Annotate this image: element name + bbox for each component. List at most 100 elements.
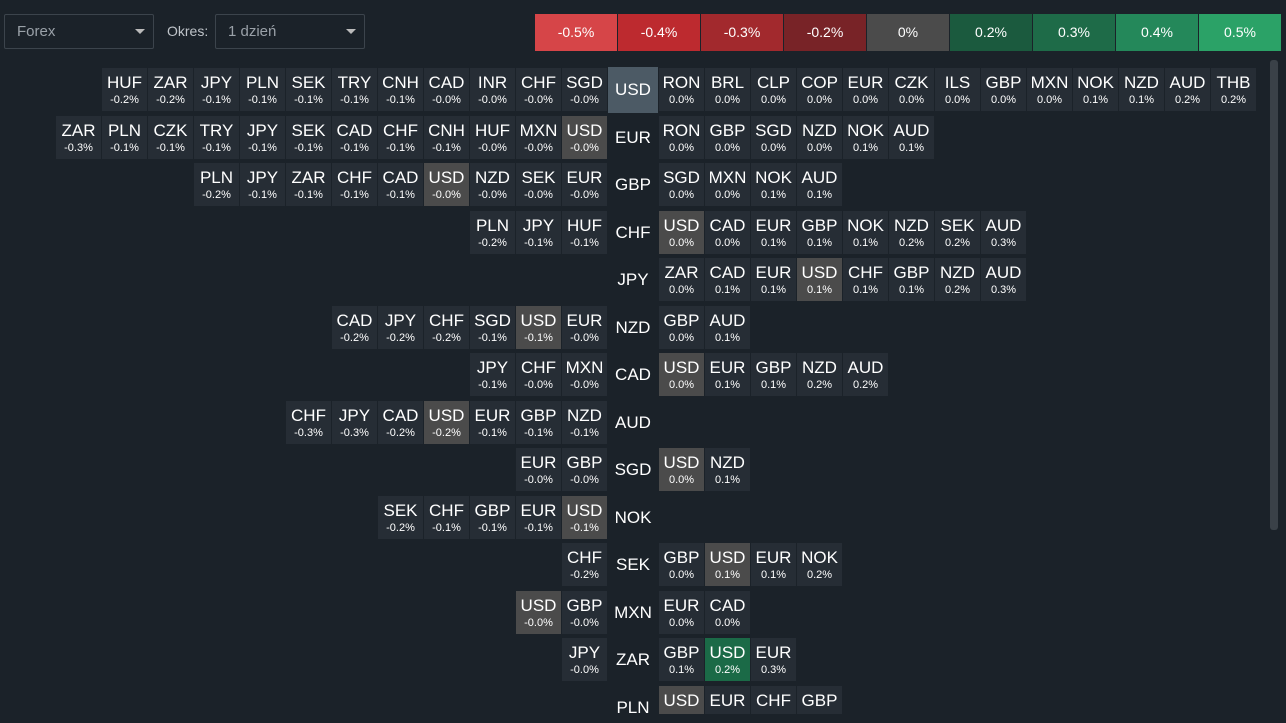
- pair-cell[interactable]: NZD 0.2%: [935, 258, 980, 301]
- scrollbar[interactable]: [1270, 60, 1278, 530]
- pair-cell[interactable]: EUR 0.0%: [659, 590, 704, 634]
- pair-cell[interactable]: NZD 0.1%: [1119, 68, 1164, 111]
- pair-cell[interactable]: PLN -0.1%: [102, 115, 147, 159]
- pair-cell[interactable]: GBP -0.0%: [562, 590, 607, 634]
- pair-cell[interactable]: JPY -0.2%: [378, 305, 423, 349]
- pair-cell[interactable]: ZAR -0.3%: [56, 115, 101, 159]
- pair-cell[interactable]: SGD -0.1%: [470, 305, 515, 349]
- pair-cell[interactable]: THB 0.2%: [1211, 68, 1256, 111]
- pair-cell[interactable]: EUR: [705, 685, 750, 714]
- pair-cell[interactable]: GBP 0.1%: [797, 210, 842, 254]
- pair-cell[interactable]: INR -0.0%: [470, 68, 515, 111]
- pair-cell[interactable]: CAD -0.0%: [424, 68, 469, 111]
- pair-cell[interactable]: AUD 0.3%: [981, 210, 1026, 254]
- pair-cell[interactable]: COP 0.0%: [797, 68, 842, 111]
- pair-cell[interactable]: CHF -0.1%: [378, 115, 423, 159]
- pair-cell[interactable]: CZK -0.1%: [148, 115, 193, 159]
- pair-cell[interactable]: JPY -0.1%: [516, 210, 561, 254]
- pair-cell[interactable]: BRL 0.0%: [705, 68, 750, 111]
- pair-cell[interactable]: CNH -0.1%: [424, 115, 469, 159]
- pair-cell[interactable]: SGD 0.0%: [659, 163, 704, 206]
- pair-cell[interactable]: SEK 0.2%: [935, 210, 980, 254]
- pair-cell[interactable]: ILS 0.0%: [935, 68, 980, 111]
- pair-cell[interactable]: CAD 0.0%: [705, 590, 750, 634]
- pair-cell[interactable]: NZD 0.2%: [889, 210, 934, 254]
- pair-cell[interactable]: EUR 0.1%: [751, 543, 796, 586]
- pair-cell[interactable]: JPY -0.1%: [240, 115, 285, 159]
- pair-cell[interactable]: TRY -0.1%: [194, 115, 239, 159]
- pair-cell[interactable]: USD -0.0%: [424, 163, 469, 206]
- pair-cell[interactable]: JPY -0.1%: [470, 353, 515, 396]
- pair-cell[interactable]: USD 0.0%: [659, 353, 704, 396]
- pair-cell[interactable]: CHF -0.3%: [286, 400, 331, 444]
- pair-cell[interactable]: EUR -0.1%: [516, 495, 561, 539]
- pair-cell[interactable]: AUD 0.1%: [705, 305, 750, 349]
- pair-cell[interactable]: GBP -0.0%: [562, 448, 607, 491]
- pair-cell[interactable]: CHF -0.1%: [424, 495, 469, 539]
- pair-cell[interactable]: EUR 0.3%: [751, 638, 796, 681]
- pair-cell[interactable]: RON 0.0%: [659, 115, 704, 159]
- pair-cell[interactable]: JPY -0.3%: [332, 400, 377, 444]
- pair-cell[interactable]: GBP 0.1%: [659, 638, 704, 681]
- pair-cell[interactable]: USD -0.1%: [562, 495, 607, 539]
- pair-cell[interactable]: USD 0.0%: [659, 210, 704, 254]
- pair-cell[interactable]: CHF -0.0%: [516, 68, 561, 111]
- pair-cell[interactable]: HUF -0.0%: [470, 115, 515, 159]
- pair-cell[interactable]: NZD 0.2%: [797, 353, 842, 396]
- pair-cell[interactable]: MXN 0.0%: [1027, 68, 1072, 111]
- pair-cell[interactable]: GBP 0.0%: [659, 543, 704, 586]
- pair-cell[interactable]: EUR 0.1%: [751, 210, 796, 254]
- pair-cell[interactable]: GBP 0.1%: [889, 258, 934, 301]
- pair-cell[interactable]: JPY -0.1%: [194, 68, 239, 111]
- pair-cell[interactable]: RON 0.0%: [659, 68, 704, 111]
- pair-cell[interactable]: EUR -0.1%: [470, 400, 515, 444]
- pair-cell[interactable]: CAD 0.0%: [705, 210, 750, 254]
- pair-cell[interactable]: ZAR -0.1%: [286, 163, 331, 206]
- pair-cell[interactable]: PLN -0.2%: [194, 163, 239, 206]
- pair-cell[interactable]: CZK 0.0%: [889, 68, 934, 111]
- pair-cell[interactable]: AUD 0.1%: [797, 163, 842, 206]
- pair-cell[interactable]: MXN -0.0%: [562, 353, 607, 396]
- pair-cell[interactable]: SEK -0.0%: [516, 163, 561, 206]
- pair-cell[interactable]: USD 0.0%: [659, 448, 704, 491]
- pair-cell[interactable]: NOK 0.1%: [843, 115, 888, 159]
- pair-cell[interactable]: AUD 0.3%: [981, 258, 1026, 301]
- pair-cell[interactable]: ZAR 0.0%: [659, 258, 704, 301]
- pair-cell[interactable]: SEK -0.1%: [286, 115, 331, 159]
- pair-cell[interactable]: EUR -0.0%: [562, 305, 607, 349]
- pair-cell[interactable]: GBP -0.1%: [470, 495, 515, 539]
- pair-cell[interactable]: NZD -0.1%: [562, 400, 607, 444]
- pair-cell[interactable]: AUD 0.2%: [843, 353, 888, 396]
- pair-cell[interactable]: USD -0.1%: [516, 305, 561, 349]
- pair-cell[interactable]: SEK -0.1%: [286, 68, 331, 111]
- pair-cell[interactable]: EUR -0.0%: [562, 163, 607, 206]
- pair-cell[interactable]: USD: [659, 685, 704, 714]
- period-select[interactable]: 1 dzień: [215, 14, 365, 49]
- pair-cell[interactable]: JPY -0.0%: [562, 638, 607, 681]
- pair-cell[interactable]: TRY -0.1%: [332, 68, 377, 111]
- pair-cell[interactable]: EUR -0.0%: [516, 448, 561, 491]
- pair-cell[interactable]: NOK 0.1%: [843, 210, 888, 254]
- pair-cell[interactable]: NZD 0.0%: [797, 115, 842, 159]
- pair-cell[interactable]: GBP 0.1%: [751, 353, 796, 396]
- pair-cell[interactable]: MXN 0.0%: [705, 163, 750, 206]
- pair-cell[interactable]: AUD 0.2%: [1165, 68, 1210, 111]
- pair-cell[interactable]: USD 0.1%: [797, 258, 842, 301]
- pair-cell[interactable]: JPY -0.1%: [240, 163, 285, 206]
- pair-cell[interactable]: EUR 0.1%: [751, 258, 796, 301]
- pair-cell[interactable]: CHF -0.2%: [562, 543, 607, 586]
- pair-cell[interactable]: HUF -0.2%: [102, 68, 147, 111]
- pair-cell[interactable]: USD -0.0%: [516, 590, 561, 634]
- pair-cell[interactable]: CHF -0.2%: [424, 305, 469, 349]
- pair-cell[interactable]: GBP: [797, 685, 842, 714]
- pair-cell[interactable]: CHF -0.1%: [332, 163, 377, 206]
- pair-cell[interactable]: USD -0.0%: [562, 115, 607, 159]
- pair-cell[interactable]: AUD 0.1%: [889, 115, 934, 159]
- pair-cell[interactable]: SEK -0.2%: [378, 495, 423, 539]
- pair-cell[interactable]: NZD -0.0%: [470, 163, 515, 206]
- pair-cell[interactable]: CAD -0.2%: [332, 305, 377, 349]
- pair-cell[interactable]: NOK 0.2%: [797, 543, 842, 586]
- pair-cell[interactable]: MXN -0.0%: [516, 115, 561, 159]
- pair-cell[interactable]: CHF -0.0%: [516, 353, 561, 396]
- pair-cell[interactable]: USD 0.2%: [705, 638, 750, 681]
